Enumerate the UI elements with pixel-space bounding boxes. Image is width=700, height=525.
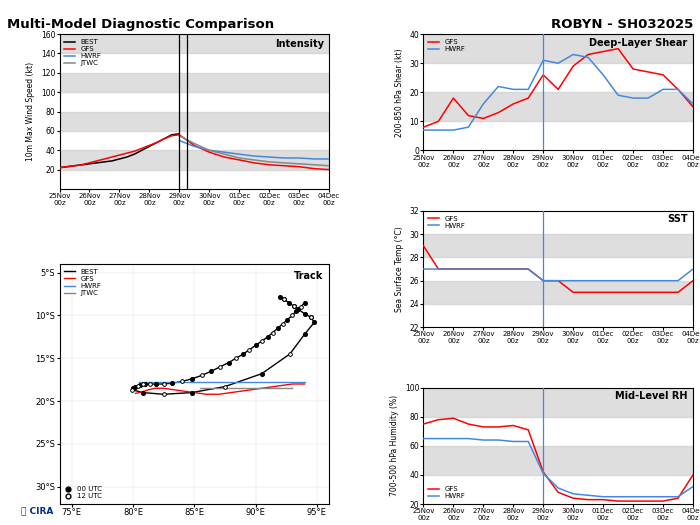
Point <box>299 298 310 307</box>
Point <box>196 371 207 380</box>
Point <box>283 298 294 307</box>
Point <box>137 388 148 397</box>
Point <box>267 328 279 337</box>
Bar <box>424 34 693 63</box>
Bar <box>60 73 329 92</box>
Point <box>282 316 293 324</box>
Bar <box>424 234 693 257</box>
Point <box>223 359 235 367</box>
Point <box>135 381 146 389</box>
Point <box>290 307 302 316</box>
Point <box>277 320 288 328</box>
Point <box>186 375 197 383</box>
Point <box>145 380 156 388</box>
Point <box>299 310 310 318</box>
Point <box>130 382 141 391</box>
Y-axis label: 10m Max Wind Speed (kt): 10m Max Wind Speed (kt) <box>27 62 35 161</box>
Text: Deep-Layer Shear: Deep-Layer Shear <box>589 38 687 48</box>
Point <box>186 388 197 397</box>
Y-axis label: 700-500 hPa Humidity (%): 700-500 hPa Humidity (%) <box>390 395 399 497</box>
Point <box>137 380 148 388</box>
Point <box>284 350 295 358</box>
Point <box>256 370 267 378</box>
Point <box>150 380 162 388</box>
Point <box>288 302 299 310</box>
Legend: GFS, HWRF: GFS, HWRF <box>427 485 466 500</box>
Text: SST: SST <box>667 214 687 224</box>
Bar <box>424 387 693 417</box>
Bar <box>424 281 693 304</box>
Point <box>274 292 286 301</box>
Point <box>299 330 310 339</box>
Point <box>272 324 284 332</box>
Text: ROBYN - SH032025: ROBYN - SH032025 <box>551 18 693 31</box>
Point <box>219 382 230 391</box>
Point <box>238 350 249 358</box>
Point <box>158 380 169 388</box>
Point <box>278 295 289 303</box>
Point <box>305 313 316 321</box>
Y-axis label: Sea Surface Temp (°C): Sea Surface Temp (°C) <box>395 226 404 312</box>
Legend: BEST, GFS, HWRF, JTWC: BEST, GFS, HWRF, JTWC <box>63 267 103 297</box>
Point <box>167 379 178 387</box>
Point <box>288 302 299 310</box>
Point <box>278 295 289 303</box>
Point <box>250 341 261 350</box>
Text: Track: Track <box>294 271 323 281</box>
Point <box>176 377 188 386</box>
Text: Mid-Level RH: Mid-Level RH <box>615 391 687 401</box>
Legend: BEST, GFS, HWRF, JTWC: BEST, GFS, HWRF, JTWC <box>63 38 103 68</box>
Point <box>295 302 307 311</box>
Point <box>158 390 169 398</box>
Text: Ⓝ CIRA: Ⓝ CIRA <box>21 507 53 516</box>
Point <box>230 354 241 362</box>
Point <box>287 311 298 320</box>
Point <box>127 384 139 393</box>
Point <box>244 345 255 354</box>
Point <box>126 386 137 394</box>
Point <box>132 382 144 390</box>
Point <box>305 313 316 321</box>
Point <box>214 363 225 371</box>
Text: Intensity: Intensity <box>274 39 323 49</box>
Legend: GFS, HWRF: GFS, HWRF <box>427 214 466 230</box>
Bar <box>60 34 329 54</box>
Point <box>140 380 151 388</box>
Point <box>206 367 217 375</box>
Bar <box>424 92 693 121</box>
Legend: GFS, HWRF: GFS, HWRF <box>427 38 466 54</box>
Text: Multi-Model Diagnostic Comparison: Multi-Model Diagnostic Comparison <box>7 18 274 31</box>
Point <box>256 337 267 345</box>
Bar <box>424 446 693 475</box>
Y-axis label: 200-850 hPa Shear (kt): 200-850 hPa Shear (kt) <box>395 48 404 136</box>
Point <box>262 333 274 341</box>
Bar <box>60 150 329 170</box>
Bar <box>60 111 329 131</box>
Point <box>309 318 320 327</box>
Point <box>293 305 304 313</box>
